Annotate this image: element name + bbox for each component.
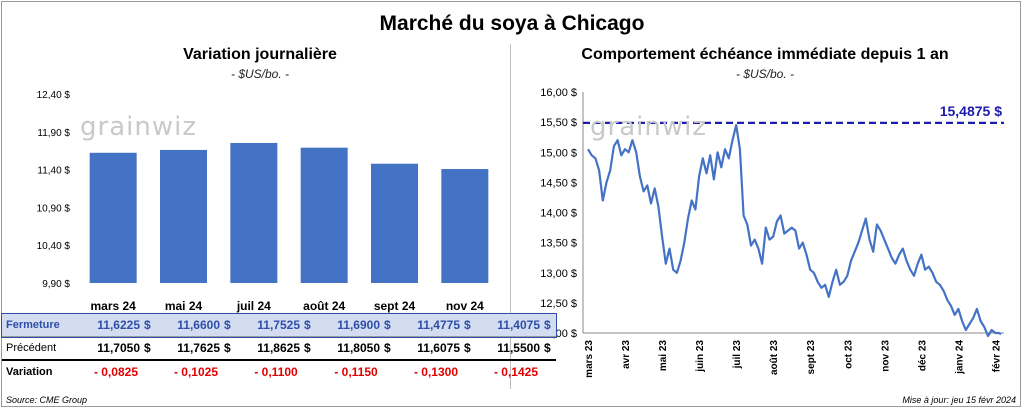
y-tick-label: 15,50 $ bbox=[540, 117, 577, 129]
currency-sign: $ bbox=[144, 314, 156, 337]
x-tick-label: juil 24 bbox=[236, 299, 271, 313]
currency-sign: $ bbox=[464, 314, 476, 337]
x-tick-label: avr 23 bbox=[621, 340, 632, 369]
table-cell: 11,4075 bbox=[476, 314, 544, 337]
table-cell: 11,6900 bbox=[316, 314, 384, 337]
row-label: Variation bbox=[2, 359, 76, 383]
currency-sign: $ bbox=[224, 314, 236, 337]
x-tick-label: juil 23 bbox=[732, 340, 743, 370]
x-tick-label: oct 23 bbox=[843, 340, 854, 369]
bar-chart-title: Variation journalière bbox=[183, 46, 337, 63]
max-price-label: 15,4875 $ bbox=[940, 103, 1002, 119]
x-tick-label: mars 24 bbox=[90, 299, 136, 313]
y-tick-label: 12,40 $ bbox=[37, 90, 71, 101]
price-series-line bbox=[587, 123, 1002, 338]
table-cell: - 0,1025 bbox=[156, 359, 236, 383]
table-cell: - 0,0825 bbox=[76, 359, 156, 383]
update-note: Mise à jour: jeu 15 févr 2024 bbox=[902, 395, 1016, 405]
currency-sign: $ bbox=[304, 314, 316, 337]
bar-chart: 9,90 $ 10,40 $ 10,90 $ 11,40 $ 11,90 $ 12,40 … bbox=[37, 90, 489, 313]
y-tick-label: 10,40 $ bbox=[37, 241, 71, 252]
currency-sign: $ bbox=[304, 336, 316, 360]
currency-sign: $ bbox=[384, 336, 396, 360]
y-tick-label: 13,50 $ bbox=[540, 238, 577, 250]
currency-sign: $ bbox=[384, 314, 396, 337]
x-tick-label: mai 24 bbox=[165, 299, 203, 313]
x-tick-label: mai 23 bbox=[658, 340, 669, 372]
x-tick-label: nov 24 bbox=[446, 299, 484, 313]
x-tick-label: mars 23 bbox=[584, 340, 595, 378]
table-cell: 11,7050 bbox=[76, 336, 144, 360]
grainwiz-logo-right: grainwiz bbox=[590, 112, 707, 142]
bar bbox=[230, 142, 278, 283]
table-cell: 11,6600 bbox=[156, 314, 224, 337]
x-tick-label: août 24 bbox=[303, 299, 345, 313]
x-tick-label: sept 24 bbox=[374, 299, 416, 313]
table-cell: - 0,1300 bbox=[396, 359, 476, 383]
line-chart-unit: - $US/bo. - bbox=[735, 67, 795, 81]
x-tick-label: déc 23 bbox=[917, 340, 928, 372]
table-row-previous: Précédent 11,7050 $ 11,7625 $ 11,8625 $ 11,… bbox=[2, 336, 556, 360]
table-cell: 11,4775 bbox=[396, 314, 464, 337]
source-note: Source: CME Group bbox=[6, 395, 88, 405]
table-row-close: Fermeture 11,6225 $ 11,6600 $ 11,7525 $ 11,… bbox=[1, 313, 557, 338]
bar bbox=[89, 152, 137, 283]
x-tick-label: sept 23 bbox=[806, 340, 817, 375]
currency-sign: $ bbox=[224, 336, 236, 360]
table-cell: - 0,1425 bbox=[476, 359, 556, 383]
table-cell: 11,6075 bbox=[396, 336, 464, 360]
currency-sign: $ bbox=[144, 336, 156, 360]
price-table: Fermeture 11,6225 $ 11,6600 $ 11,7525 $ 11,… bbox=[1, 313, 557, 383]
grainwiz-logo-left: grainwiz bbox=[80, 112, 197, 142]
line-chart: 12,00 $12,50 $13,00 $13,50 $14,00 $14,50… bbox=[540, 87, 1004, 378]
x-tick-label: août 23 bbox=[769, 340, 780, 375]
bar-chart-unit: - $US/bo. - bbox=[230, 67, 290, 81]
table-cell: - 0,1100 bbox=[236, 359, 316, 383]
table-cell: 11,7625 bbox=[156, 336, 224, 360]
y-tick-label: 13,00 $ bbox=[540, 268, 577, 280]
table-cell: 11,6225 bbox=[76, 314, 144, 337]
table-cell: 11,8625 bbox=[236, 336, 304, 360]
row-label: Précédent bbox=[2, 336, 76, 360]
y-tick-label: 11,40 $ bbox=[37, 166, 70, 177]
bar bbox=[371, 163, 418, 283]
y-tick-label: 14,50 $ bbox=[540, 177, 577, 189]
table-row-variation: Variation - 0,0825 - 0,1025 - 0,1100 - 0… bbox=[2, 359, 556, 383]
currency-sign: $ bbox=[464, 336, 476, 360]
y-tick-label: 9,90 $ bbox=[42, 279, 70, 290]
table-cell: 11,8050 bbox=[316, 336, 384, 360]
bar bbox=[160, 149, 207, 283]
x-tick-label: juin 23 bbox=[695, 340, 706, 373]
main-title: Marché du soya à Chicago bbox=[379, 12, 645, 35]
currency-sign: $ bbox=[544, 314, 556, 337]
bar bbox=[300, 147, 348, 283]
x-tick-label: janv 24 bbox=[954, 340, 965, 375]
x-tick-label: févr 24 bbox=[991, 340, 1002, 373]
table-cell: - 0,1150 bbox=[316, 359, 396, 383]
y-tick-label: 10,90 $ bbox=[37, 203, 71, 214]
line-chart-title: Comportement échéance immédiate depuis 1… bbox=[581, 46, 949, 63]
x-tick-label: nov 23 bbox=[880, 340, 891, 372]
y-tick-label: 11,90 $ bbox=[37, 128, 70, 139]
currency-sign: $ bbox=[544, 336, 556, 360]
table-cell: 11,5500 bbox=[476, 336, 544, 360]
y-tick-label: 16,00 $ bbox=[540, 87, 577, 99]
y-tick-label: 14,00 $ bbox=[540, 208, 577, 220]
table-cell: 11,7525 bbox=[236, 314, 304, 337]
bar bbox=[441, 169, 489, 283]
row-label: Fermeture bbox=[2, 314, 76, 337]
panel-divider bbox=[510, 44, 511, 389]
y-tick-label: 12,50 $ bbox=[540, 298, 577, 310]
y-tick-label: 15,00 $ bbox=[540, 147, 577, 159]
